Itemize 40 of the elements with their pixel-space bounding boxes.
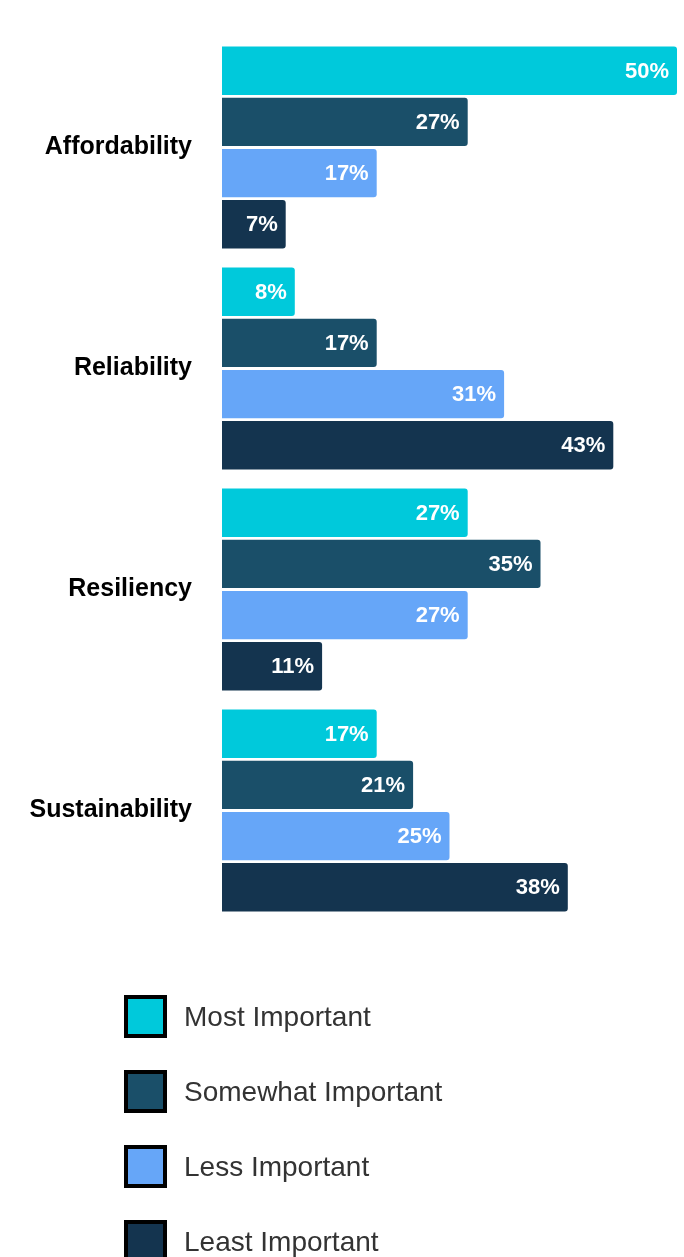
- bar: [222, 421, 614, 470]
- data-label: 11%: [271, 653, 315, 679]
- legend-label: Somewhat Important: [184, 1075, 443, 1108]
- bar: [222, 318, 377, 368]
- bar: [222, 200, 286, 249]
- data-label: 27%: [415, 602, 460, 628]
- bar: [222, 760, 414, 810]
- bar: [222, 709, 377, 758]
- bar: [222, 590, 468, 640]
- bar: [222, 488, 468, 537]
- bar: [222, 267, 295, 316]
- y-tick-label: Reliability: [73, 352, 193, 381]
- legend-label: Most Important: [184, 1000, 371, 1033]
- data-label: 17%: [324, 720, 369, 746]
- data-label: 38%: [515, 874, 560, 900]
- data-label: 35%: [488, 550, 533, 576]
- bar: [222, 642, 323, 691]
- data-label: 17%: [324, 329, 369, 355]
- data-label: 25%: [397, 823, 442, 849]
- y-tick-label: Resiliency: [68, 573, 193, 602]
- bar: [222, 539, 541, 589]
- data-label: 50%: [624, 57, 669, 83]
- legend-label: Less Important: [184, 1150, 370, 1183]
- bar: [222, 97, 468, 147]
- data-label: 17%: [324, 160, 369, 186]
- data-label: 8%: [255, 278, 287, 304]
- data-label: 43%: [561, 432, 606, 458]
- y-tick-label: Sustainability: [29, 794, 193, 823]
- bar: [222, 369, 505, 419]
- y-tick-label: Affordability: [44, 131, 193, 160]
- bar: [222, 148, 377, 198]
- data-label: 27%: [415, 108, 460, 134]
- data-label: 7%: [245, 211, 278, 237]
- bar: [222, 46, 677, 95]
- data-label: 27%: [415, 499, 460, 525]
- legend-label: Least Important: [184, 1225, 379, 1257]
- data-label: 31%: [452, 381, 497, 407]
- bar: [222, 811, 450, 861]
- data-label: 21%: [361, 771, 406, 797]
- bar: [222, 863, 568, 912]
